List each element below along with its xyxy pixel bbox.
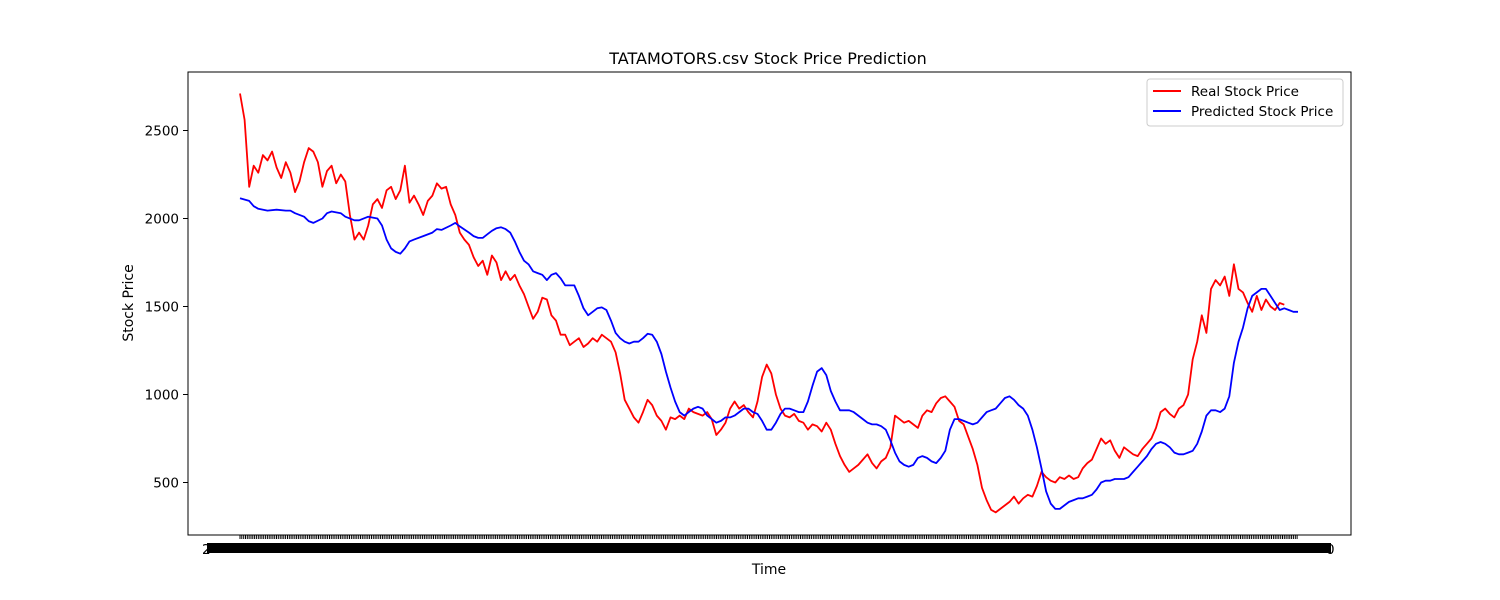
y-tick-label: 2500 bbox=[145, 124, 179, 140]
legend: Real Stock Price Predicted Stock Price bbox=[1146, 78, 1344, 127]
y-tick-label: 2000 bbox=[145, 212, 179, 228]
x-ticks-dense bbox=[239, 535, 1298, 539]
y-axis: 500 1000 1500 2000 2500 bbox=[145, 124, 188, 492]
legend-label-predicted: Predicted Stock Price bbox=[1191, 104, 1333, 120]
y-tick-label: 500 bbox=[153, 476, 179, 492]
y-tick-label: 1500 bbox=[145, 300, 179, 316]
y-axis-label: Stock Price bbox=[121, 264, 137, 341]
series-lines bbox=[239, 93, 1298, 514]
x-axis-label: Time bbox=[751, 562, 786, 578]
y-tick-label: 1000 bbox=[145, 388, 179, 404]
x-tick-label-edge: 2 bbox=[202, 542, 211, 558]
legend-label-real: Real Stock Price bbox=[1191, 84, 1299, 100]
x-tick-labels-overlap bbox=[207, 543, 1331, 553]
x-tick-label-edge: 0 bbox=[1326, 542, 1335, 558]
real-stock-price-line bbox=[239, 93, 1285, 514]
plot-area bbox=[188, 72, 1351, 535]
predicted-stock-price-line bbox=[239, 197, 1298, 510]
chart-title: TATAMOTORS.csv Stock Price Prediction bbox=[608, 49, 927, 68]
legend-box bbox=[1146, 78, 1344, 127]
